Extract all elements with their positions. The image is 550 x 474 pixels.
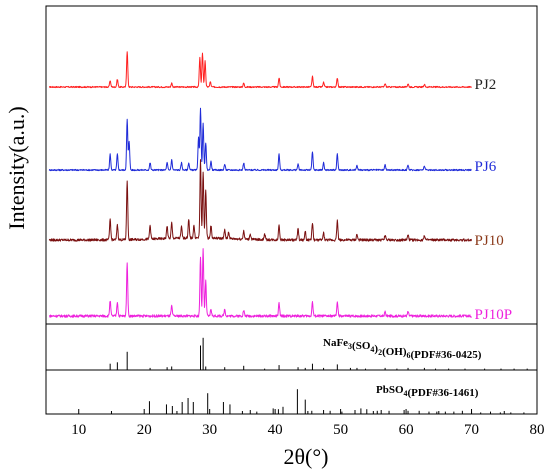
- series-line-pj6: [48, 107, 472, 172]
- x-tick-label: 10: [71, 422, 86, 438]
- series-line-pj10p: [49, 248, 472, 318]
- pattern-labels: PJ2 PJ6 PJ10 PJ10P NaFe3(SO4)2(OH)6(PDF#36-0…: [323, 77, 512, 399]
- x-tick-label: 30: [202, 422, 217, 438]
- plot-frame: [45, 5, 538, 415]
- reference-label: NaFe3(SO4)2(OH)6(PDF#36-0425): [323, 337, 482, 361]
- reference-label: PbSO4(PDF#36-1461): [376, 384, 479, 399]
- x-tick-label: 20: [137, 422, 152, 438]
- series-line-pj2: [49, 51, 472, 89]
- x-tick-label: 40: [268, 422, 283, 438]
- reference-sticks: [109, 337, 528, 414]
- series-label-pj10: PJ10: [475, 233, 504, 249]
- x-tick-label: 50: [333, 422, 348, 438]
- series-line-pj10: [48, 159, 473, 242]
- x-tick-label: 80: [530, 422, 545, 438]
- series-label-pj2: PJ2: [475, 77, 497, 93]
- x-axis: 10 20 30 40 50 60 70 80: [45, 409, 545, 438]
- x-axis-label: 2θ(°): [284, 444, 329, 469]
- x-tick-label: 70: [464, 422, 479, 438]
- x-tick-label: 60: [399, 422, 414, 438]
- pattern-curves: [48, 51, 473, 318]
- reference-panel-frame: [45, 323, 538, 371]
- series-label-pj6: PJ6: [475, 159, 497, 175]
- y-axis-label: Intensity(a.u.): [4, 106, 29, 229]
- panel-frames: [45, 5, 538, 415]
- series-label-pj10p: PJ10P: [475, 307, 513, 323]
